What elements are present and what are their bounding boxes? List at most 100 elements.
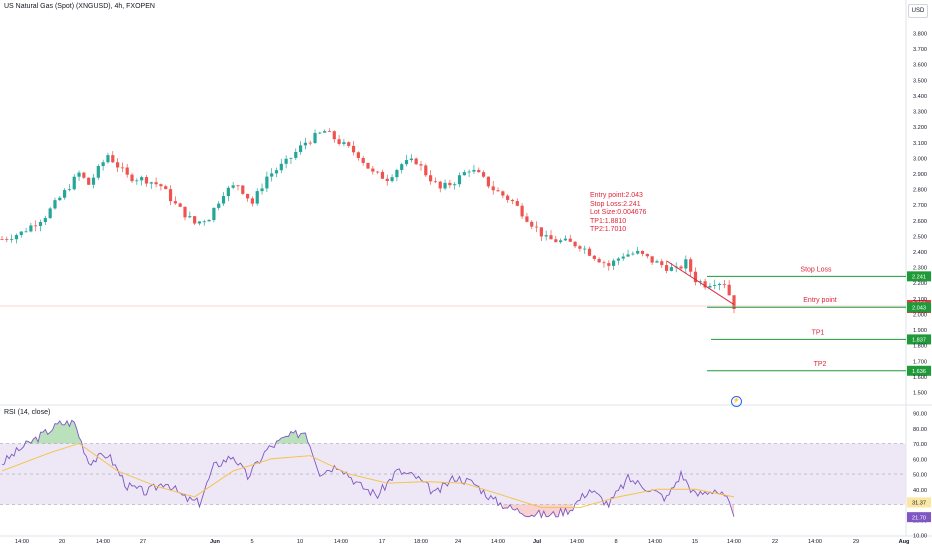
candle-body <box>544 235 548 237</box>
candle-body <box>67 189 72 191</box>
note-stop-loss: Stop Loss:2.241 <box>590 200 641 208</box>
candle-body <box>323 131 327 133</box>
lightning-icon[interactable]: ⚡ <box>731 396 742 407</box>
rsi-tick-label: 50.00 <box>913 473 927 479</box>
time-tick-label: 24 <box>455 539 461 545</box>
candle-body <box>351 145 356 153</box>
candle-body <box>298 145 303 152</box>
time-tick-label: 27 <box>140 539 146 545</box>
candle-body <box>63 190 67 198</box>
price-tick-label: 2.900 <box>913 172 927 178</box>
candle-body <box>130 174 134 182</box>
candle-body <box>689 259 693 272</box>
candle-body <box>491 186 495 191</box>
price-tick-label: 2.600 <box>913 219 927 225</box>
candle-body <box>578 246 582 249</box>
candle-body <box>168 189 173 202</box>
candle-body <box>212 207 216 221</box>
candle-body <box>188 216 192 218</box>
candle-body <box>559 240 563 243</box>
candle-body <box>525 216 529 222</box>
price-tick-label: 3.700 <box>913 47 927 53</box>
candle-body <box>38 222 43 227</box>
candle-body <box>587 248 592 256</box>
candle-body <box>592 255 596 259</box>
candle-body <box>693 271 698 283</box>
note-tp1: TP1:1.8810 <box>590 217 627 225</box>
candle-body <box>120 167 124 169</box>
currency-button[interactable]: USD <box>908 4 928 18</box>
price-tick-label: 2.500 <box>913 234 927 240</box>
time-tick-label: 14:00 <box>570 539 584 545</box>
candle-body <box>236 185 240 187</box>
candle-body <box>568 238 572 242</box>
candle-body <box>270 173 274 177</box>
level-badge <box>907 302 931 313</box>
price-tick-label: 2.200 <box>913 281 927 287</box>
candle-body <box>313 132 317 144</box>
candle-body <box>462 172 466 176</box>
candle-body <box>409 158 413 161</box>
candle-body <box>713 285 717 286</box>
candle-body <box>433 181 438 183</box>
candle-body <box>5 239 9 240</box>
candle-body <box>149 182 153 184</box>
candle-body <box>424 165 428 176</box>
rsi-tick-label: 10.00 <box>913 534 927 540</box>
candle-body <box>111 155 115 163</box>
price-tick-label: 2.400 <box>913 250 927 256</box>
candle-body <box>178 203 182 207</box>
candle-body <box>722 283 726 285</box>
candle-body <box>371 168 375 172</box>
candle-body <box>356 152 360 158</box>
candle-body <box>115 162 120 168</box>
time-tick-label: 15 <box>692 539 698 545</box>
level-axis-label: 1.636 <box>912 369 926 375</box>
candle-body <box>159 184 163 187</box>
candle-body <box>472 169 476 172</box>
price-tick-label: 3.000 <box>913 156 927 162</box>
trend-line <box>666 260 735 306</box>
candle-body <box>376 171 380 173</box>
candle-body <box>626 254 630 257</box>
candle-body <box>43 218 47 223</box>
candle-body <box>332 131 336 140</box>
candle-body <box>241 185 245 194</box>
candle-body <box>400 164 404 171</box>
candle-body <box>645 253 649 257</box>
level-name: TP1 <box>812 329 825 336</box>
candle-body <box>506 195 510 200</box>
candle-body <box>443 182 447 189</box>
rsi-value-label: 31.37 <box>912 501 926 507</box>
candle-body <box>173 201 177 204</box>
time-tick-label: 14:00 <box>15 539 29 545</box>
candle-body <box>727 284 731 296</box>
candle-body <box>419 164 423 166</box>
note-tp2: TP2:1.7010 <box>590 226 627 233</box>
candle-body <box>530 221 534 227</box>
rsi-value-badge <box>907 497 931 508</box>
candle-body <box>612 260 616 266</box>
candle-body <box>140 177 144 181</box>
price-tick-label: 1.800 <box>913 344 927 350</box>
candle-body <box>34 225 38 227</box>
level-badge <box>907 271 931 282</box>
candle-body <box>347 142 351 146</box>
candle-body <box>684 259 688 269</box>
candle-body <box>496 190 500 192</box>
candle-body <box>197 221 202 224</box>
candle-body <box>655 261 659 263</box>
candle-body <box>708 285 712 288</box>
time-tick-label: 14:00 <box>491 539 505 545</box>
candle-body <box>385 178 389 182</box>
candle-body <box>539 227 543 237</box>
candle-body <box>183 206 187 218</box>
axes-layer: 3.800 3.700 3.600 3.500 3.400 3.300 3.200 3.100… <box>15 32 927 546</box>
candle-body <box>342 142 346 144</box>
candle-body <box>448 182 452 186</box>
candle-body <box>717 283 722 286</box>
candle-body <box>318 132 322 134</box>
candle-body <box>265 176 269 189</box>
